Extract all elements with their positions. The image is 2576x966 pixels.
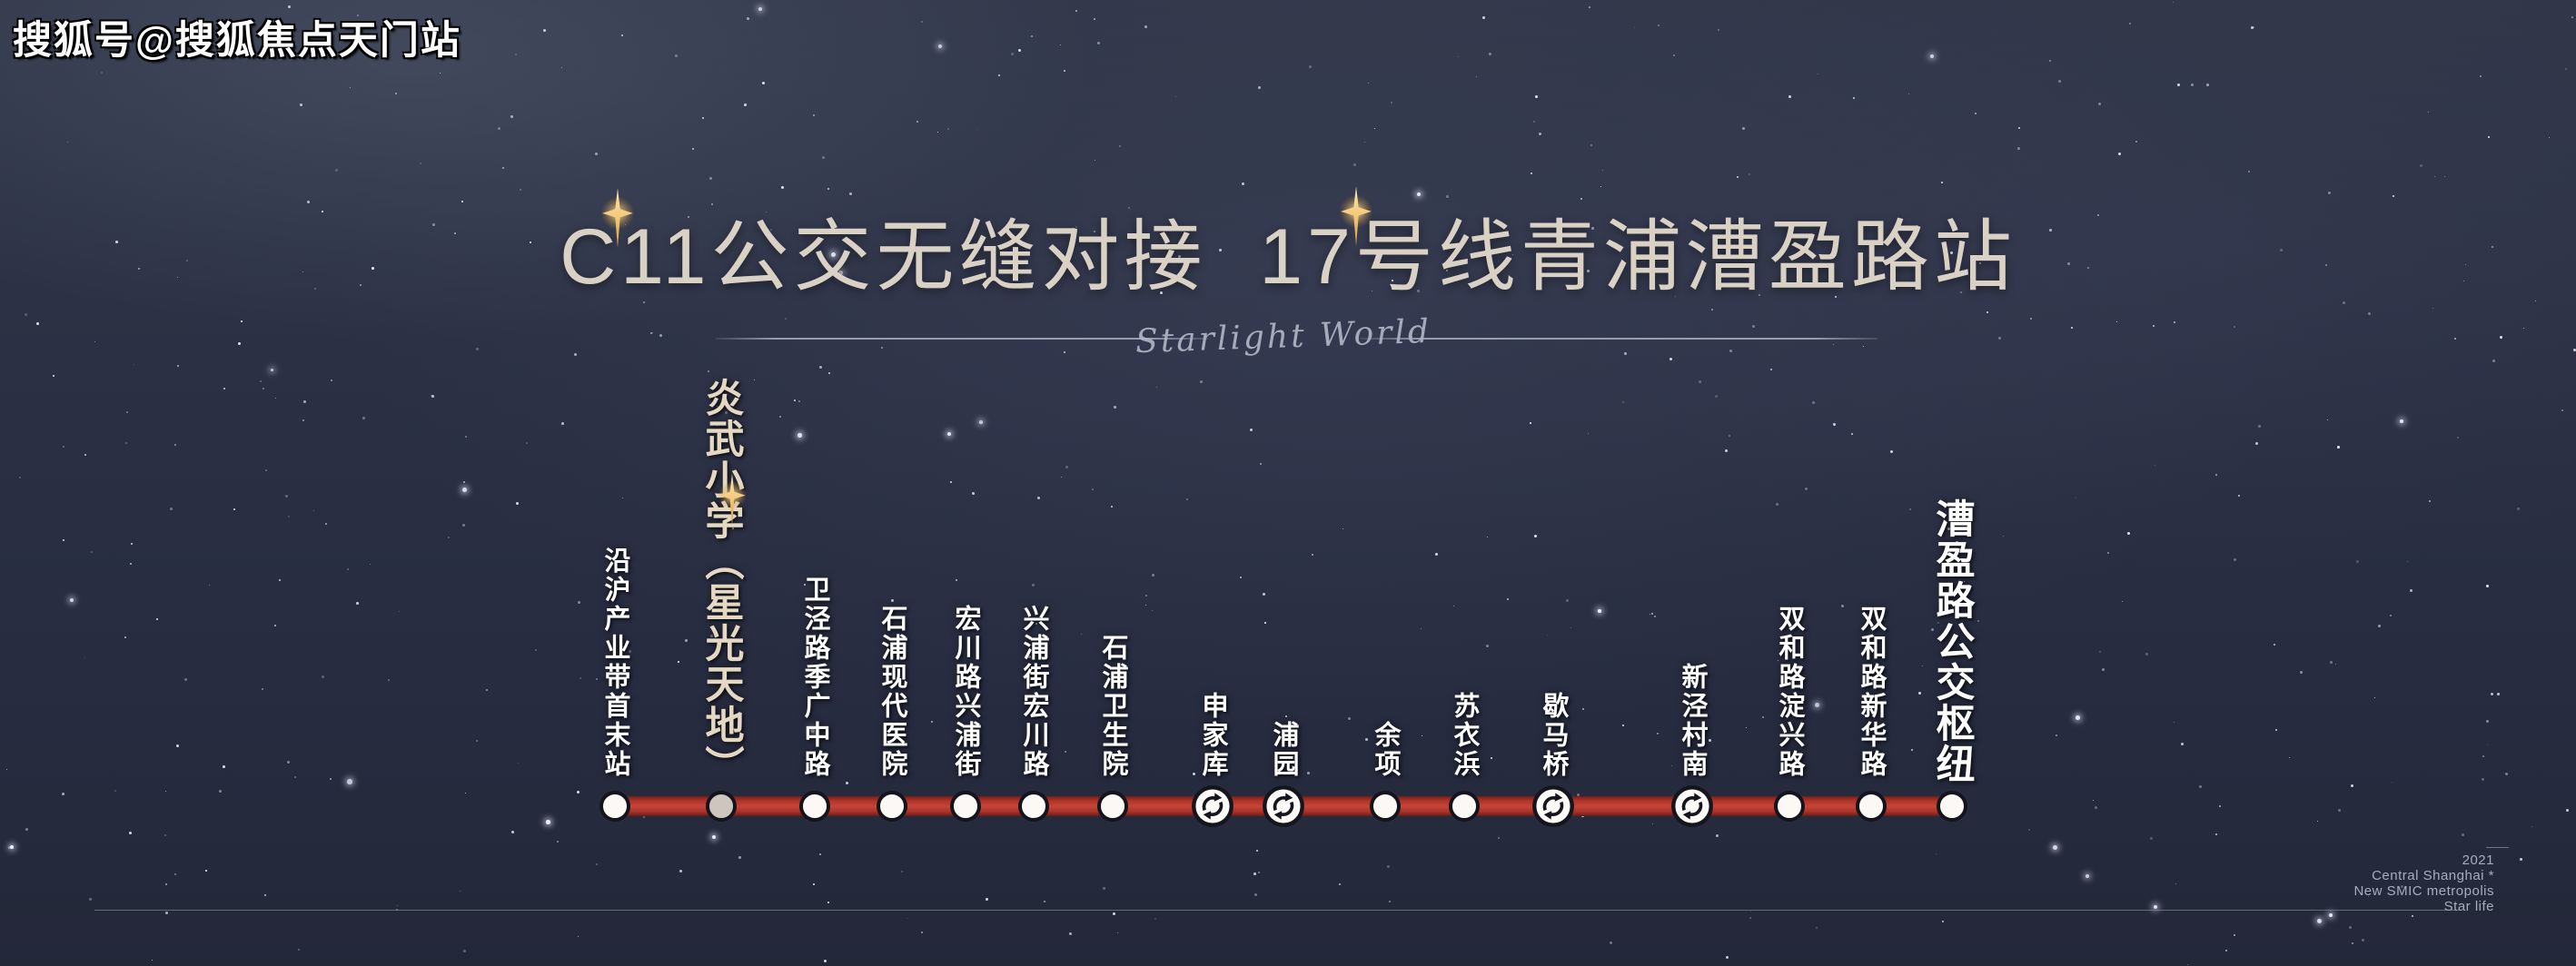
- station-label: 余项: [1371, 721, 1400, 779]
- station-label: 申家库: [1198, 692, 1227, 779]
- footer-credits: 2021 Central Shanghai * New SMIC metropo…: [2353, 853, 2494, 914]
- interchange-arrows-icon: [1671, 785, 1713, 827]
- footer-line: Central Shanghai *: [2372, 868, 2494, 883]
- divider-line-right: [1360, 338, 1878, 340]
- station-dot: [706, 791, 737, 822]
- interchange-arrows-icon: [1263, 785, 1304, 827]
- station-label: 苏衣浜: [1450, 692, 1479, 779]
- station-label: 宏川路兴浦街: [951, 605, 980, 779]
- station-dot: [799, 791, 830, 822]
- footer-dash: [2486, 847, 2509, 848]
- bottom-rule: [94, 910, 2460, 911]
- station-dot: [1370, 791, 1401, 822]
- station-label: 双和路淀兴路: [1775, 605, 1804, 779]
- station-dot: [877, 791, 907, 822]
- page-title: C11公交无缝对接 17号线青浦漕盈路站: [560, 213, 2016, 301]
- station-dot: [1937, 791, 1967, 822]
- station-label: 沿沪产业带首末站: [600, 547, 629, 779]
- watermark: 搜狐号@搜狐焦点天门站: [13, 19, 461, 63]
- station-label: 石浦卫生院: [1098, 634, 1127, 779]
- interchange-arrows-icon: [1192, 785, 1234, 827]
- station-label: 漕盈路公交枢纽: [1930, 498, 1974, 784]
- divider-line-left: [716, 338, 1208, 340]
- station-label: 石浦现代医院: [877, 605, 907, 779]
- station-dot: [1856, 791, 1887, 822]
- station-label: 新泾村南: [1678, 663, 1707, 779]
- station-label: 兴浦街宏川路: [1019, 605, 1048, 779]
- station-label: 双和路新华路: [1857, 605, 1886, 779]
- footer-line: 2021: [2462, 853, 2494, 868]
- station-dot: [1097, 791, 1128, 822]
- interchange-arrows-icon: [1532, 785, 1574, 827]
- station-label: 浦园: [1269, 721, 1298, 779]
- station-dot: [599, 791, 630, 822]
- station-label: 卫泾路季广中路: [800, 576, 829, 779]
- station-label: 炎武小学（星光天地）: [699, 378, 743, 786]
- station-dot: [1018, 791, 1049, 822]
- station-dot: [950, 791, 981, 822]
- station-dot: [1449, 791, 1480, 822]
- station-dot: [1774, 791, 1805, 822]
- station-label: 歇马桥: [1539, 692, 1568, 779]
- footer-line: New SMIC metropolis: [2353, 883, 2494, 899]
- footer-line: Star life: [2443, 899, 2494, 914]
